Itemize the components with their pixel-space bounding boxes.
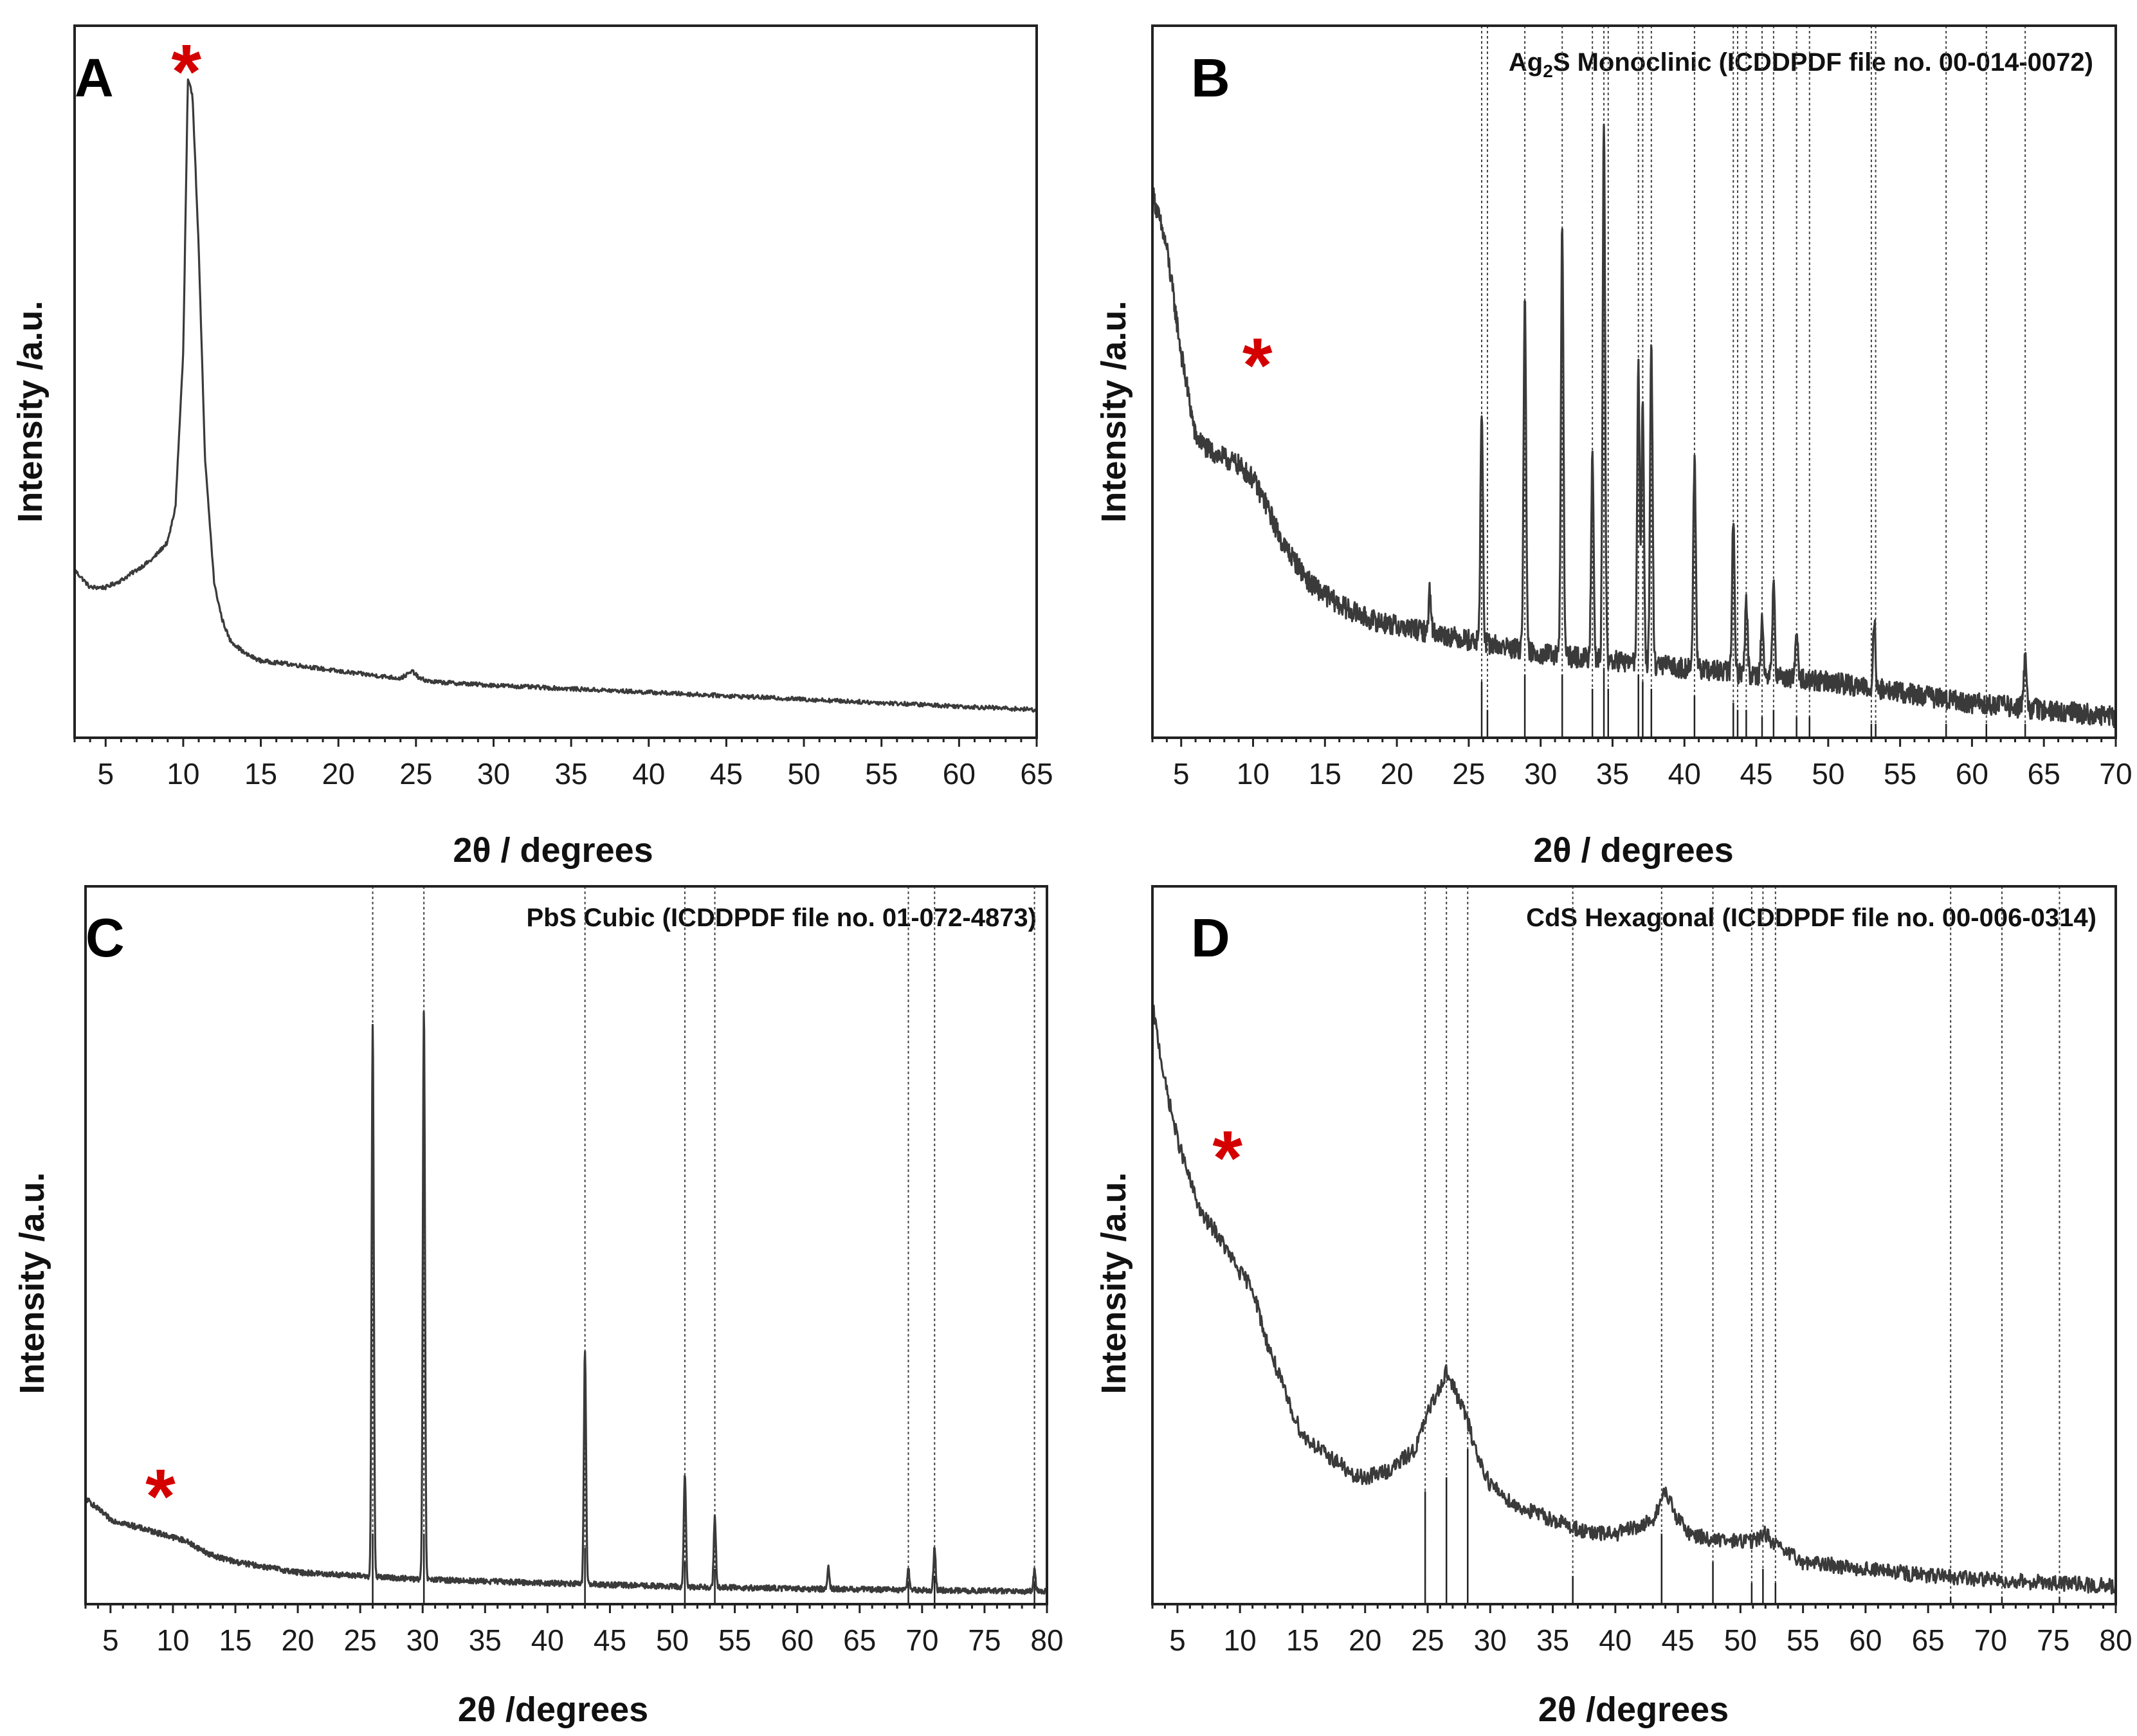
panel-d-x-tick-label: 15: [1286, 1623, 1319, 1657]
panel-d-y-axis-label: Intensity /a.u.: [1095, 1172, 1133, 1394]
panel-b-asterisk-marker: *: [1242, 322, 1273, 408]
panel-d-x-axis-label: 2θ /degrees: [1538, 1690, 1729, 1729]
panel-c-x-tick-label: 45: [594, 1623, 626, 1657]
panel-c-x-tick-label: 80: [1030, 1623, 1063, 1657]
panel-a-x-tick-label: 65: [1020, 757, 1053, 790]
panel-c-x-tick-label: 10: [156, 1623, 189, 1657]
panel-c-xrd-trace: [85, 1010, 1048, 1595]
panel-b-x-tick-label: 15: [1309, 757, 1341, 790]
panel-b-x-tick-label: 35: [1596, 757, 1629, 790]
panel-d-x-tick-label: 70: [1974, 1623, 2007, 1657]
panel-b-xrd-trace: [1151, 123, 2117, 728]
panel-d-x-tick-label: 35: [1536, 1623, 1569, 1657]
panel-a-x-tick-label: 60: [943, 757, 976, 790]
panel-a-asterisk-marker: *: [171, 29, 201, 115]
panel-d-x-tick-label: 60: [1849, 1623, 1882, 1657]
panel-b-y-axis-label: Intensity /a.u.: [1095, 300, 1133, 522]
panel-a-x-tick-label: 20: [322, 757, 355, 790]
panel-b-x-tick-label: 55: [1884, 757, 1916, 790]
panel-d-x-tick-label: 80: [2099, 1623, 2132, 1657]
panel-a-x-tick-label: 15: [244, 757, 277, 790]
panel-d-chart: D CdS Hexagonal (ICDDPDF file no. 00-006…: [1095, 885, 2132, 1729]
panel-c-x-tick-label: 25: [344, 1623, 377, 1657]
panel-c-x-tick-label: 40: [531, 1623, 564, 1657]
panel-b-reference-title-subscript: 2: [1543, 61, 1553, 81]
panel-d-asterisk-marker: *: [1212, 1115, 1242, 1201]
panel-a-x-axis-label: 2θ / degrees: [453, 831, 653, 870]
panel-d-x-tick-label: 45: [1662, 1623, 1695, 1657]
panel-c-x-tick-label: 20: [281, 1623, 314, 1657]
panel-c-x-tick-label: 75: [968, 1623, 1001, 1657]
panel-d-x-tick-label: 65: [1912, 1623, 1945, 1657]
panel-b-chart: B Ag2S Monoclinic (ICDDPDF file no. 00-0…: [1095, 24, 2132, 870]
panel-c-x-tick-label: 5: [102, 1623, 119, 1657]
panel-b-reference-title-main: Ag: [1509, 48, 1543, 77]
panel-c-x-tick-label: 55: [718, 1623, 751, 1657]
panel-d-x-tick-label: 50: [1724, 1623, 1757, 1657]
panel-a-x-tick-label: 55: [865, 757, 898, 790]
panel-a-x-tick-label: 30: [477, 757, 510, 790]
panel-d-x-tick-label: 5: [1169, 1623, 1186, 1657]
panel-d-xrd-trace: [1151, 1000, 2117, 1595]
panel-c-asterisk-marker: *: [145, 1454, 176, 1540]
panel-a-x-tick-label: 35: [555, 757, 588, 790]
panel-d-x-tick-label: 20: [1349, 1623, 1381, 1657]
panel-c-x-tick-label: 60: [781, 1623, 814, 1657]
panel-c-x-axis-label: 2θ /degrees: [458, 1690, 648, 1729]
panel-b-x-tick-label: 40: [1668, 757, 1701, 790]
panel-a-xrd-trace: [73, 78, 1037, 713]
panel-b-x-tick-label: 10: [1237, 757, 1269, 790]
panel-b-x-tick-label: 70: [2099, 757, 2132, 790]
panel-d-x-tick-label: 55: [1787, 1623, 1819, 1657]
panel-a-y-axis-label: Intensity /a.u.: [11, 300, 50, 522]
panel-c-plot-frame: [84, 885, 1048, 1605]
panel-c-x-tick-label: 70: [905, 1623, 938, 1657]
panel-d-x-tick-label: 40: [1599, 1623, 1632, 1657]
panel-a-x-tick-label: 45: [710, 757, 743, 790]
panel-a-chart: A 2θ / degrees Intensity /a.u. 5 10 15 20 25…: [11, 24, 1053, 870]
panel-d-x-tick-label: 10: [1224, 1623, 1257, 1657]
panel-c-x-tick-label: 65: [843, 1623, 876, 1657]
panel-b-x-tick-label: 25: [1452, 757, 1485, 790]
panel-b-plot-frame: [1151, 24, 2117, 739]
panel-c-y-axis-label: Intensity /a.u.: [13, 1172, 51, 1394]
panel-b-x-axis-label: 2θ / degrees: [1533, 831, 1733, 870]
panel-d-label: D: [1191, 908, 1230, 968]
panel-a-x-tick-label: 10: [167, 757, 199, 790]
panel-c-x-tick-label: 30: [406, 1623, 439, 1657]
panel-b-x-tick-label: 30: [1524, 757, 1557, 790]
panel-a-plot-frame: [73, 24, 1038, 739]
panel-c-x-tick-label: 15: [219, 1623, 251, 1657]
panel-c-x-tick-label: 50: [656, 1623, 689, 1657]
panel-b-reference-title: Ag2S Monoclinic (ICDDPDF file no. 00-014…: [1509, 48, 2093, 81]
panel-d-x-tick-label: 25: [1411, 1623, 1444, 1657]
panel-c-label: C: [86, 908, 125, 968]
panel-c-reference-title: PbS Cubic (ICDDPDF file no. 01-072-4873): [526, 904, 1037, 932]
panel-d-x-tick-label: 75: [2037, 1623, 2069, 1657]
panel-d-x-tick-label: 30: [1474, 1623, 1507, 1657]
panel-b-x-tick-label: 50: [1812, 757, 1844, 790]
panel-d-plot-frame: [1151, 885, 2117, 1605]
panel-b-reference-title-rest: S Monoclinic (ICDDPDF file no. 00-014-00…: [1553, 48, 2093, 77]
panel-b-x-tick-label: 5: [1173, 757, 1190, 790]
panel-a-x-tick-label: 25: [399, 757, 432, 790]
panel-b-x-tick-label: 45: [1740, 757, 1772, 790]
panel-a-x-tick-label: 50: [787, 757, 820, 790]
panel-b-label: B: [1191, 48, 1230, 108]
panel-c-chart: C PbS Cubic (ICDDPDF file no. 01-072-487…: [13, 885, 1064, 1729]
panel-c-x-tick-label: 35: [469, 1623, 502, 1657]
panel-b-x-tick-label: 65: [2028, 757, 2060, 790]
panel-a-label: A: [75, 48, 114, 108]
panel-b-x-tick-label: 60: [1956, 757, 1988, 790]
panel-a-x-tick-label: 40: [632, 757, 665, 790]
panel-b-x-tick-label: 20: [1381, 757, 1414, 790]
panel-a-x-tick-label: 5: [97, 757, 114, 790]
panel-d-reference-title: CdS Hexagonal (ICDDPDF file no. 00-006-0…: [1526, 904, 2096, 932]
